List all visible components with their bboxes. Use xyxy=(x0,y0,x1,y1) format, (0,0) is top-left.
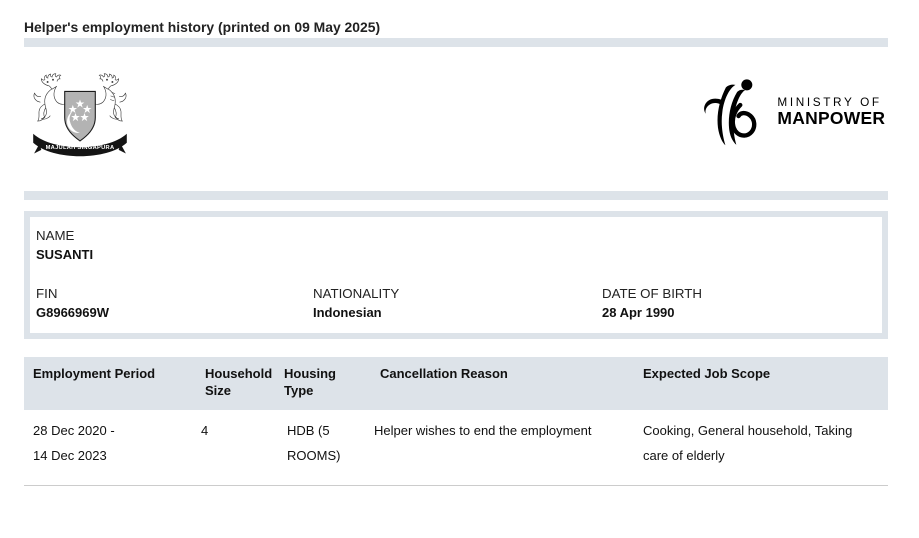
svg-text:MINISTRY OF: MINISTRY OF xyxy=(777,96,881,109)
svg-text:MANPOWER: MANPOWER xyxy=(777,108,885,128)
svg-text:MAJULAH SINGAPURA: MAJULAH SINGAPURA xyxy=(46,145,115,151)
